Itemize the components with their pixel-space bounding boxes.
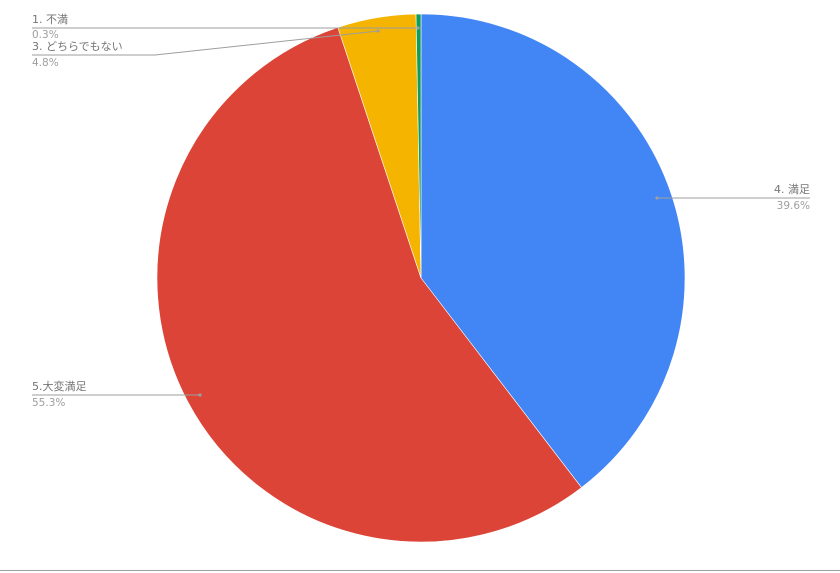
slice-name-label: 3. どちらでもない — [32, 40, 123, 53]
slice-percent-label: 39.6% — [777, 200, 810, 212]
pie-slice-1[interactable] — [156, 27, 582, 543]
leader-dot — [655, 196, 659, 200]
slice-name-label: 1. 不満 — [32, 13, 68, 26]
pie-slice-3[interactable] — [415, 13, 422, 279]
slice-percent-label: 0.3% — [32, 29, 59, 41]
slice-percent-label: 55.3% — [32, 397, 65, 409]
slice-name-label: 5.大変満足 — [32, 379, 87, 393]
bottom-border — [0, 570, 840, 571]
pie-slice-0[interactable] — [420, 13, 686, 489]
slice-label-1: 5.大変満足 55.3% — [32, 379, 202, 409]
slice-label-2: 3. どちらでもない 4.8% — [32, 29, 380, 69]
leader-dot — [198, 393, 202, 397]
slice-label-0: 4. 満足 39.6% — [655, 183, 810, 212]
slice-percent-label: 4.8% — [32, 57, 59, 69]
slice-label-3: 1. 不満 0.3% — [32, 13, 420, 41]
leader-dot — [376, 29, 380, 33]
slice-name-label: 4. 満足 — [774, 183, 810, 196]
leader-dot — [416, 26, 420, 30]
leader-line — [32, 30, 379, 56]
